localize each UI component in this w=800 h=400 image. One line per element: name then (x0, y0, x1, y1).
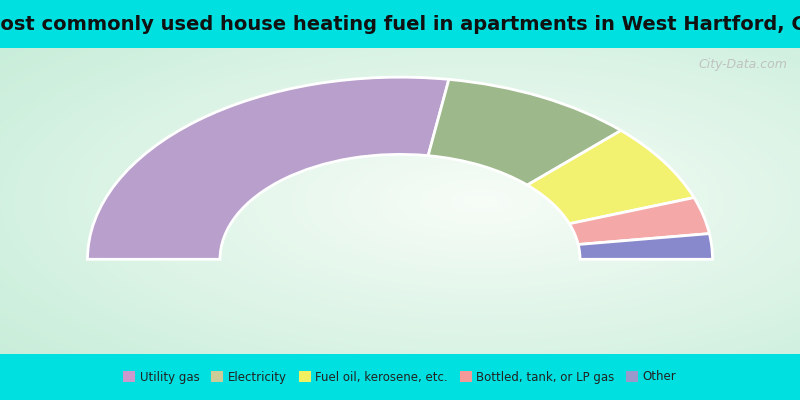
Wedge shape (570, 198, 710, 244)
Text: City-Data.com: City-Data.com (698, 58, 787, 71)
Wedge shape (527, 130, 694, 224)
Text: Most commonly used house heating fuel in apartments in West Hartford, CT: Most commonly used house heating fuel in… (0, 14, 800, 34)
Wedge shape (428, 79, 621, 185)
Wedge shape (578, 234, 713, 259)
Wedge shape (87, 77, 449, 259)
Legend: Utility gas, Electricity, Fuel oil, kerosene, etc., Bottled, tank, or LP gas, Ot: Utility gas, Electricity, Fuel oil, kero… (118, 366, 682, 388)
